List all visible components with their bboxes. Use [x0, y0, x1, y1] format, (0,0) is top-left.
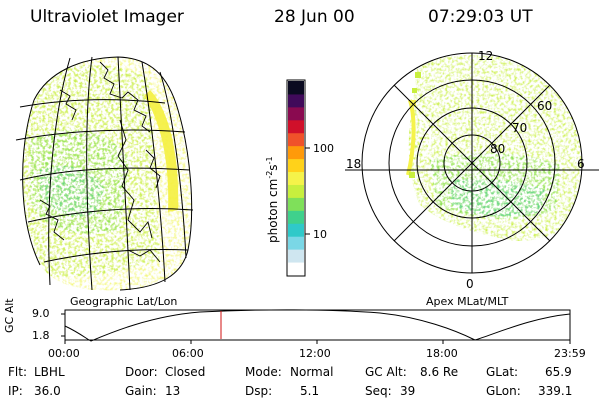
glon-value: 339.1 [538, 384, 573, 398]
gain-label: Gain: [125, 384, 157, 398]
colorbar-stripe [288, 236, 304, 250]
colorbar-stripes [288, 81, 304, 276]
polar-grid [345, 52, 599, 274]
colorbar-stripe [288, 223, 304, 237]
colorbar-stripe [288, 158, 304, 173]
colorbar-tick-label-100: 100 [313, 142, 334, 155]
seq-label: Seq: [365, 384, 392, 398]
dsp-value: 5.1 [300, 384, 320, 398]
geo-panel-caption: Geographic Lat/Lon [70, 295, 178, 308]
colorbar-unit-label: photon cm-2s-1 [265, 156, 280, 243]
dsp-label: Dsp: [245, 384, 273, 398]
altitude-ytick-9: 9.0 [32, 307, 50, 320]
time-tick-2359: 23:59 [554, 347, 586, 360]
colorbar-stripe [288, 210, 304, 224]
colorbar-stripe [288, 171, 304, 185]
instrument-title: Ultraviolet Imager [30, 7, 184, 27]
time-tick-1200: 12:00 [299, 347, 331, 360]
polar-panel-caption: Apex MLat/MLT [426, 295, 509, 308]
colorbar-stripe [288, 132, 304, 147]
altitude-ytick-1-8: 1.8 [32, 329, 50, 342]
ip-label: IP: [8, 384, 23, 398]
flt-label: Flt: [8, 365, 27, 379]
observation-date: 28 Jun 00 [274, 7, 355, 27]
colorbar-stripe [288, 249, 304, 263]
time-tick-0600: 06:00 [172, 347, 204, 360]
mlat-label-80: 80 [490, 142, 505, 156]
altitude-curve [64, 309, 571, 342]
altitude-plot-frame [64, 309, 571, 341]
time-tick-1800: 18:00 [426, 347, 458, 360]
flt-value: LBHL [34, 365, 65, 379]
polar-image: 12 18 6 0 60 70 80 [345, 49, 599, 291]
mlat-label-60: 60 [537, 99, 552, 113]
colorbar-stripe [288, 197, 304, 211]
colorbar-stripe [288, 106, 304, 121]
polar-labels: 12 18 6 0 60 70 80 [346, 49, 585, 291]
time-tick-0000: 00:00 [48, 347, 80, 360]
colorbar-stripe [288, 184, 304, 198]
gain-value: 13 [165, 384, 181, 398]
altitude-plot-ticks [61, 313, 571, 344]
geographic-image [15, 56, 194, 291]
colorbar-stripe [288, 81, 304, 95]
colorbar-stripe [288, 145, 304, 160]
colorbar-stripe [288, 93, 304, 108]
observation-time: 07:29:03 UT [428, 7, 533, 27]
gcalt-label: GC Alt: [365, 365, 407, 379]
glat-label: GLat: [486, 365, 519, 379]
glat-value: 65.9 [545, 365, 572, 379]
altitude-plot [61, 309, 571, 344]
glon-label: GLon: [486, 384, 521, 398]
colorbar-tick-label-10: 10 [313, 228, 327, 241]
colorbar: 100 10 photon cm-2s-1 [265, 79, 334, 277]
altitude-axis-label: GC Alt [3, 298, 16, 333]
colorbar-stripe [288, 262, 304, 276]
mlat-label-70: 70 [512, 121, 527, 135]
mlt-label-6: 6 [577, 157, 585, 171]
mlt-label-18: 18 [346, 157, 361, 171]
geo-grid [15, 56, 194, 291]
mlt-label-12: 12 [478, 49, 493, 63]
gcalt-value: 8.6 Re [420, 365, 459, 379]
door-label: Door: [125, 365, 158, 379]
colorbar-stripe [288, 119, 304, 134]
mode-label: Mode: [245, 365, 282, 379]
door-value: Closed [165, 365, 206, 379]
geo-coastlines [39, 61, 161, 263]
ip-value: 36.0 [34, 384, 61, 398]
mlt-label-0: 0 [466, 277, 474, 291]
mode-value: Normal [290, 365, 334, 379]
seq-value: 39 [400, 384, 416, 398]
